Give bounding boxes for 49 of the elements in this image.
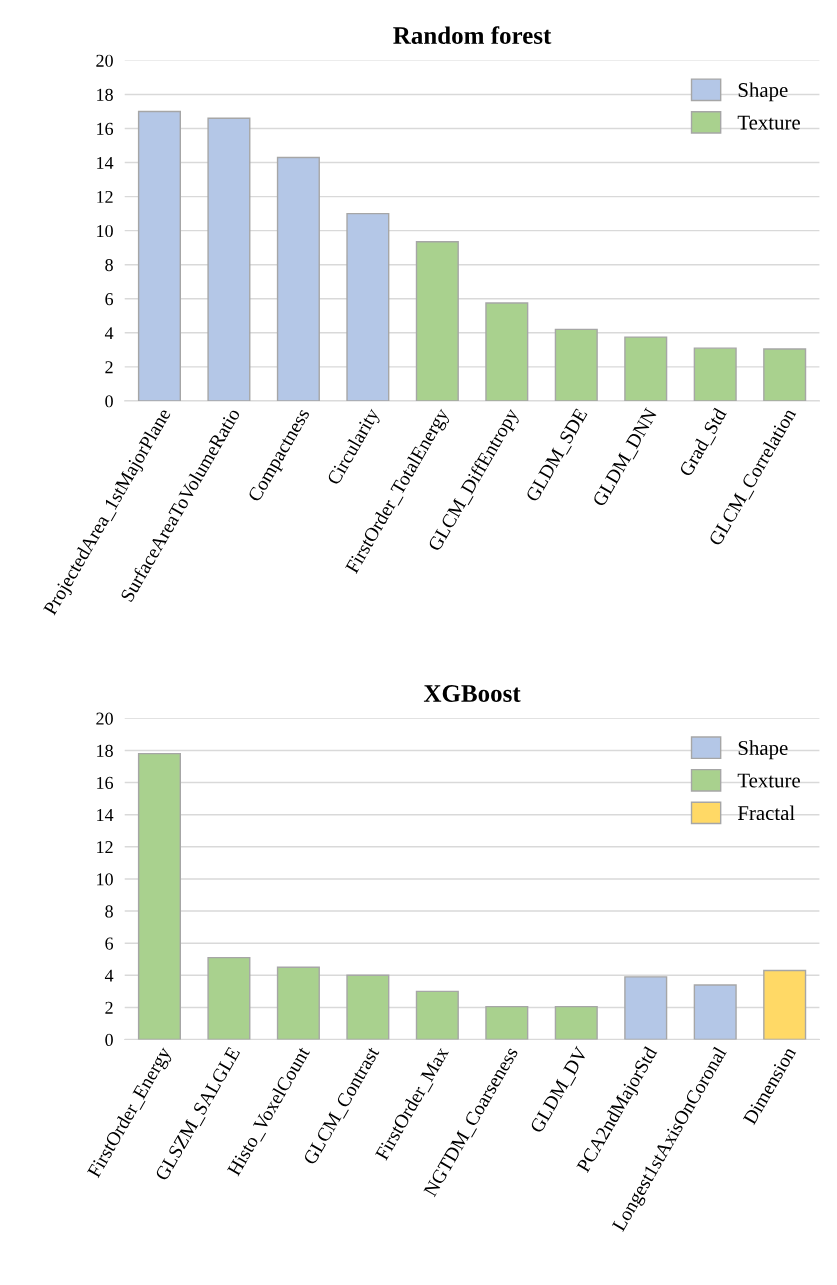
y-tick-label: 8 <box>105 258 113 272</box>
y-tick-label: 10 <box>97 873 113 886</box>
y-tick-label: 14 <box>97 809 114 821</box>
bar <box>763 348 807 401</box>
bar <box>624 976 668 1040</box>
y-tick-label: 20 <box>96 54 113 67</box>
bar <box>276 156 320 401</box>
bar <box>346 212 390 401</box>
bar <box>207 956 251 1040</box>
bar <box>137 752 181 1040</box>
bar <box>207 117 251 401</box>
bar <box>485 1005 529 1040</box>
y-tick-label: 2 <box>105 361 113 374</box>
y-tick-label: 0 <box>105 395 113 408</box>
legend-label: Shape <box>738 82 788 102</box>
bar <box>415 990 459 1040</box>
legend-label: Shape <box>738 740 788 760</box>
y-tick-label: 2 <box>105 1001 113 1014</box>
y-tick-label: 8 <box>105 905 113 918</box>
y-tick-label: 18 <box>97 88 113 101</box>
y-tick-label: 12 <box>97 190 113 203</box>
y-tick-label: 4 <box>104 327 114 340</box>
y-tick-label: 16 <box>97 776 114 790</box>
y-tick-label: 20 <box>96 712 113 725</box>
y-tick-label: 0 <box>105 1033 113 1047</box>
bar <box>554 1005 598 1040</box>
bar <box>763 969 807 1040</box>
bar <box>485 302 529 401</box>
y-tick-label: 10 <box>97 224 113 238</box>
bar <box>624 336 668 401</box>
bar <box>693 984 737 1040</box>
legend-label: Texture <box>737 115 800 130</box>
legend-label: Texture <box>737 773 800 788</box>
bar <box>346 974 390 1040</box>
chart-title: Random forest <box>393 26 552 44</box>
y-tick-label: 6 <box>105 293 114 306</box>
bar <box>554 328 598 401</box>
y-tick-label: 4 <box>104 969 114 982</box>
y-tick-label: 14 <box>97 156 114 169</box>
y-tick-label: 18 <box>97 744 113 757</box>
bar <box>137 110 181 401</box>
legend-label: Fractal <box>737 805 795 821</box>
y-tick-label: 6 <box>105 937 114 950</box>
bar <box>693 347 737 401</box>
chart-title: XGBoost <box>423 685 521 702</box>
bar <box>415 241 459 401</box>
y-tick-label: 16 <box>97 122 114 135</box>
bar <box>276 966 320 1040</box>
y-tick-label: 12 <box>97 841 113 854</box>
